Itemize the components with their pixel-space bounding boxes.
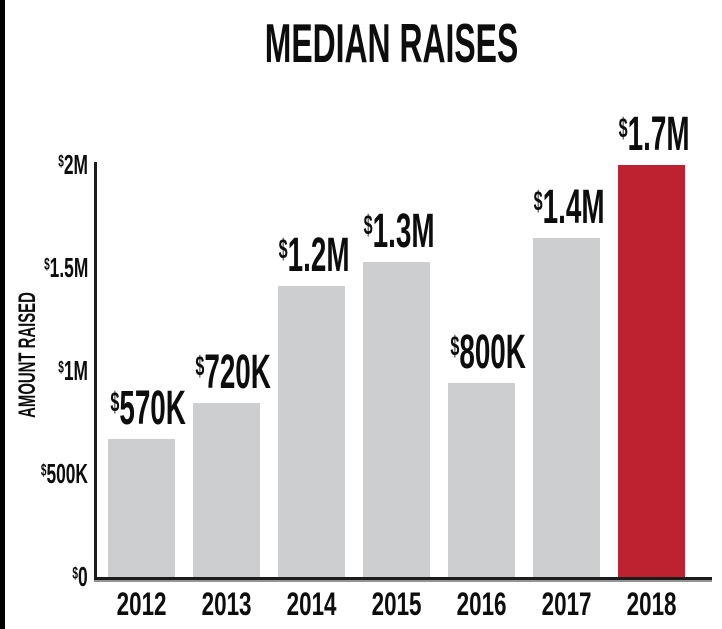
bar-value-text: $720K — [195, 346, 271, 399]
bar-2017 — [533, 238, 600, 577]
bar-value-label-2018: $1.7M — [593, 111, 710, 159]
bar-2014 — [278, 286, 345, 577]
dollar-sign: $ — [618, 112, 628, 144]
bar-2018 — [618, 165, 685, 577]
bar-value-label-2015: $1.3M — [338, 208, 455, 256]
dollar-sign: $ — [58, 152, 64, 171]
x-tick-text: 2015 — [371, 586, 422, 622]
dollar-sign: $ — [58, 358, 64, 377]
y-axis-title: AMOUNT RAISED — [14, 292, 41, 418]
x-tick-2013: 2013 — [183, 588, 270, 620]
x-tick-2017: 2017 — [523, 588, 610, 620]
x-tick-text: 2012 — [116, 586, 167, 622]
y-tick-500k: $500K — [0, 460, 88, 488]
chart-title-text: MEDIAN RAISES — [264, 12, 518, 74]
y-tick-text: $2M — [58, 149, 88, 180]
y-tick-1m: $1M — [0, 357, 88, 385]
x-tick-text: 2017 — [541, 586, 592, 622]
y-tick-0: $0 — [0, 563, 88, 591]
bar-value-label-2012: $570K — [83, 385, 200, 433]
bar-2015 — [363, 262, 430, 577]
y-tick-text: $1M — [58, 355, 88, 386]
x-tick-text: 2016 — [456, 586, 507, 622]
y-axis-line — [94, 162, 97, 580]
plot-area: $570K 2012 $720K 2013 $1.2M 2014 $1.3M 2015 $800… — [94, 111, 712, 620]
y-tick-text: $500K — [40, 458, 88, 489]
left-edge-border — [0, 0, 5, 629]
dollar-sign: $ — [363, 209, 373, 241]
dollar-sign: $ — [450, 330, 460, 362]
dollar-sign: $ — [43, 255, 50, 274]
x-tick-2014: 2014 — [268, 588, 355, 620]
bar-value-text: $1.4M — [533, 181, 605, 234]
bar-2012 — [108, 439, 175, 577]
bar-value-label-2014: $1.2M — [253, 232, 370, 280]
dollar-sign: $ — [110, 386, 120, 418]
dollar-sign: $ — [533, 185, 543, 217]
bar-value-text: $570K — [110, 382, 186, 435]
x-axis-line — [94, 577, 712, 580]
bar-value-text: $1.3M — [363, 205, 435, 258]
x-tick-text: 2013 — [201, 586, 252, 622]
x-tick-2018: 2018 — [608, 588, 695, 620]
bar-2013 — [193, 403, 260, 577]
x-tick-2012: 2012 — [98, 588, 185, 620]
dollar-sign: $ — [278, 233, 288, 265]
bar-value-label-2013: $720K — [168, 349, 285, 397]
y-tick-15m: $1.5M — [0, 254, 88, 282]
bar-value-text: $1.7M — [618, 108, 690, 161]
x-tick-2016: 2016 — [438, 588, 525, 620]
x-tick-text: 2018 — [626, 586, 677, 622]
dollar-sign: $ — [40, 461, 47, 480]
bar-value-text: $800K — [450, 326, 526, 379]
dollar-sign: $ — [72, 564, 79, 583]
chart-title: MEDIAN RAISES — [60, 16, 722, 71]
x-tick-2015: 2015 — [353, 588, 440, 620]
bar-value-label-2017: $1.4M — [508, 184, 625, 232]
dollar-sign: $ — [195, 350, 205, 382]
bar-value-label-2016: $800K — [423, 329, 540, 377]
bar-value-text: $1.2M — [278, 229, 350, 282]
bar-2016 — [448, 383, 515, 577]
y-tick-text: $1.5M — [43, 252, 88, 283]
x-tick-text: 2014 — [286, 586, 337, 622]
y-tick-text: $0 — [72, 561, 88, 592]
y-tick-2m: $2M — [0, 151, 88, 179]
